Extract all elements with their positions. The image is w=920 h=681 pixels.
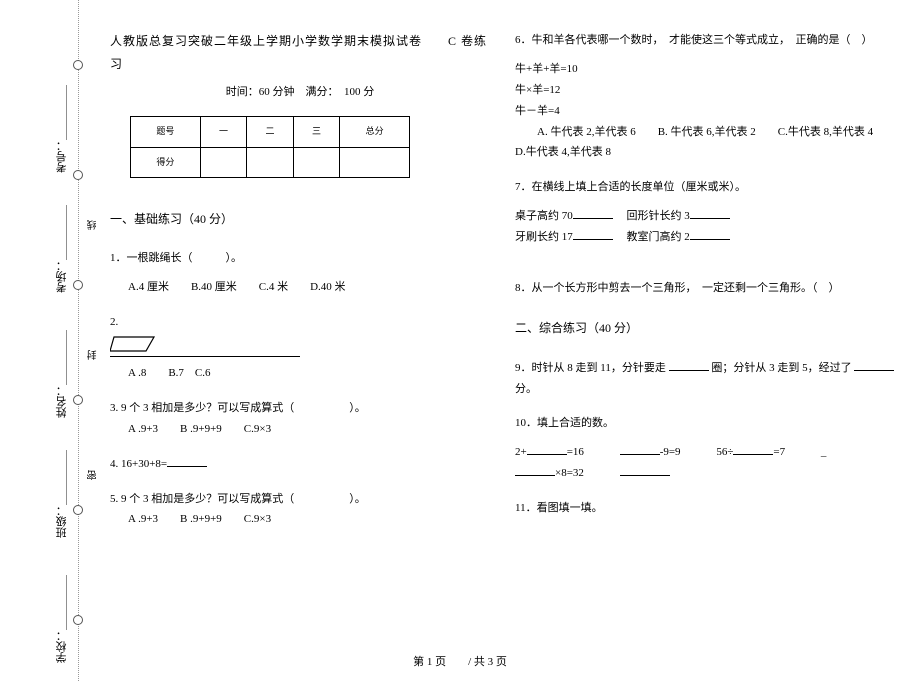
q4-stem: 4. 16+30+8= (110, 458, 167, 470)
section-2-title: 二、综合练习（40 分） (515, 317, 895, 340)
blank-field (669, 359, 709, 371)
question-11: 11．看图填一填。 (515, 498, 895, 519)
q10-line2: ×8=32 (515, 463, 895, 484)
field-number: 考号：＿＿＿＿＿ (54, 85, 70, 173)
q2-stem: 2. (110, 312, 490, 333)
th-1: 一 (200, 117, 247, 147)
page-content: 人教版总复习突破二年级上学期小学数学期末模拟试卷 C 卷练习 时间：60 分钟 … (110, 30, 900, 650)
binding-circle (73, 395, 83, 405)
th-3: 三 (293, 117, 340, 147)
question-5: 5. 9 个 3 相加是多少？可以写成算式（ ）。 A .9+3 B .9+9+… (110, 489, 490, 531)
parallelogram-icon (110, 335, 160, 353)
blank-field (573, 228, 613, 240)
score-cell (247, 147, 294, 177)
score-cell (340, 147, 410, 177)
field-class: 班级：＿＿＿＿＿ (54, 450, 70, 538)
question-3: 3. 9 个 3 相加是多少？可以写成算式（ ）。 A .9+3 B .9+9+… (110, 398, 490, 440)
blank-field (620, 443, 660, 455)
blank-field (733, 443, 773, 455)
binding-circle (73, 615, 83, 625)
th-num: 题号 (131, 117, 201, 147)
question-6: 6．牛和羊各代表哪一个数时， 才能使这三个等式成立， 正确的是（ ） 牛+羊+羊… (515, 30, 895, 163)
blank-field (854, 359, 894, 371)
seal-feng: 封 (86, 350, 101, 360)
q6-eq2: 牛×羊=12 (515, 80, 895, 101)
q6-eq3: 牛－羊=4 (515, 101, 895, 122)
q5-options: A .9+3 B .9+9+9 C.9×3 (110, 509, 490, 530)
q6-options: A. 牛代表 2,羊代表 6 B. 牛代表 6,羊代表 2 C.牛代表 8,羊代… (515, 122, 895, 164)
question-8: 8．从一个长方形中剪去一个三角形， 一定还剩一个三角形。（ ） (515, 278, 895, 299)
score-cell (293, 147, 340, 177)
left-column: 人教版总复习突破二年级上学期小学数学期末模拟试卷 C 卷练习 时间：60 分钟 … (110, 30, 490, 544)
dotted-line (78, 0, 79, 681)
blank-field (515, 464, 555, 476)
binding-circle (73, 505, 83, 515)
q10-line1: 2+=16 -9=9 56÷=7 _ (515, 442, 895, 463)
blank-field (167, 455, 207, 467)
score-table: 题号 一 二 三 总分 得分 (130, 116, 410, 177)
q3-stem: 3. 9 个 3 相加是多少？可以写成算式（ ）。 (110, 398, 490, 419)
question-9: 9．时针从 8 走到 11，分针要走 圈；分针从 3 走到 5，经过了 分。 (515, 358, 895, 400)
field-school: 学校：＿＿＿＿＿ (54, 575, 70, 663)
q1-stem: 1．一根跳绳长（ ）。 (110, 248, 490, 269)
q1-options: A.4 厘米 B.40 厘米 C.4 米 D.40 米 (110, 277, 490, 298)
field-room: 考场：＿＿＿＿＿ (54, 205, 70, 293)
th-total: 总分 (340, 117, 410, 147)
q11-stem: 11．看图填一填。 (515, 498, 895, 519)
q9-a: 9．时针从 8 走到 11，分针要走 (515, 362, 669, 374)
binding-circle (73, 60, 83, 70)
q9-c: 分。 (515, 383, 537, 395)
q5-stem: 5. 9 个 3 相加是多少？可以写成算式（ ）。 (110, 489, 490, 510)
q7-line1: 桌子高约 70 回形针长约 3 (515, 206, 895, 227)
binding-sidebar: 学校：＿＿＿＿＿ 班级：＿＿＿＿＿ 姓名：＿＿＿＿＿ 考场：＿＿＿＿＿ 考号：＿… (0, 0, 100, 681)
q7-line2: 牙刷长约 17 教室门高约 2 (515, 227, 895, 248)
q3-options: A .9+3 B .9+9+9 C.9×3 (110, 419, 490, 440)
section-1-title: 一、基础练习（40 分） (110, 208, 490, 231)
page-footer: 第 1 页 / 共 3 页 (0, 653, 920, 669)
table-row: 得分 (131, 147, 410, 177)
question-7: 7．在横线上填上合适的长度单位（厘米或米）。 桌子高约 70 回形针长约 3 牙… (515, 177, 895, 248)
q10-stem: 10．填上合适的数。 (515, 413, 895, 434)
q6-stem: 6．牛和羊各代表哪一个数时， 才能使这三个等式成立， 正确的是（ ） (515, 30, 895, 51)
seal-mi: 密 (86, 470, 101, 480)
blank-field (573, 207, 613, 219)
q9-b: 圈；分针从 3 走到 5，经过了 (711, 362, 854, 374)
q8-stem: 8．从一个长方形中剪去一个三角形， 一定还剩一个三角形。（ ） (515, 278, 895, 299)
seal-xian: 线 (86, 220, 101, 230)
field-name: 姓名：＿＿＿＿＿ (54, 330, 70, 418)
question-4: 4. 16+30+8= (110, 454, 490, 475)
binding-circle (73, 170, 83, 180)
exam-subtitle: 时间：60 分钟 满分： 100 分 (110, 82, 490, 103)
right-column: 6．牛和羊各代表哪一个数时， 才能使这三个等式成立， 正确的是（ ） 牛+羊+羊… (515, 30, 895, 533)
exam-title: 人教版总复习突破二年级上学期小学数学期末模拟试卷 C 卷练习 (110, 30, 490, 76)
divider-line (110, 356, 300, 357)
score-cell (200, 147, 247, 177)
q7-stem: 7．在横线上填上合适的长度单位（厘米或米）。 (515, 177, 895, 198)
question-2: 2. A .8 B.7 C.6 (110, 312, 490, 384)
blank-field (620, 464, 670, 476)
row-label: 得分 (131, 147, 201, 177)
binding-circle (73, 280, 83, 290)
question-1: 1．一根跳绳长（ ）。 A.4 厘米 B.40 厘米 C.4 米 D.40 米 (110, 248, 490, 298)
blank-field (690, 207, 730, 219)
table-row: 题号 一 二 三 总分 (131, 117, 410, 147)
blank-field (527, 443, 567, 455)
blank-field (690, 228, 730, 240)
question-10: 10．填上合适的数。 2+=16 -9=9 56÷=7 _ ×8=32 (515, 413, 895, 484)
q6-eq1: 牛+羊+羊=10 (515, 59, 895, 80)
q2-options: A .8 B.7 C.6 (110, 363, 490, 384)
th-2: 二 (247, 117, 294, 147)
